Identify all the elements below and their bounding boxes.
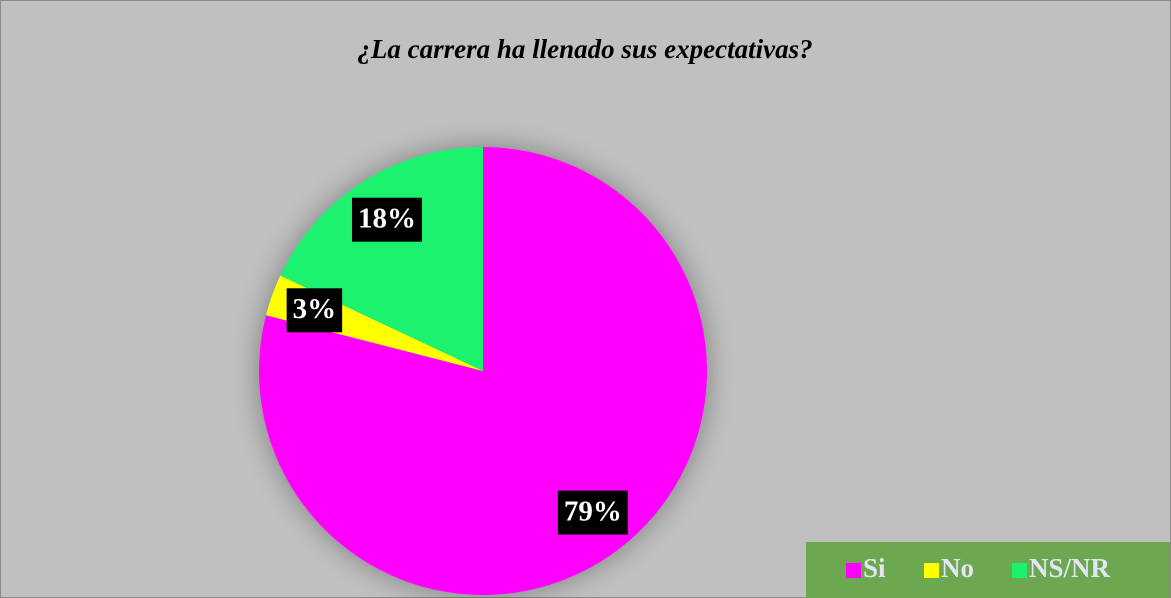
legend-label: Si — [863, 553, 886, 583]
legend-label: No — [941, 553, 974, 583]
legend-box — [806, 542, 1170, 598]
pie-slice — [280, 147, 483, 371]
data-label-box — [286, 288, 343, 333]
data-label: 18% — [358, 202, 416, 234]
data-label-box — [557, 490, 628, 535]
data-label: 3% — [293, 293, 337, 325]
legend: Si No NS/NR — [846, 553, 1111, 583]
legend-swatch — [924, 563, 940, 578]
legend-swatch — [846, 563, 861, 578]
chart-title: ¿La carrera ha llenado sus expectativas? — [357, 34, 812, 64]
legend-label: NS/NR — [1029, 553, 1111, 583]
pie — [258, 147, 707, 595]
legend-swatch — [1012, 563, 1028, 578]
data-label-box — [351, 197, 422, 242]
data-label: 79% — [564, 495, 622, 527]
data-labels: 79% 3% 18% — [286, 197, 628, 535]
